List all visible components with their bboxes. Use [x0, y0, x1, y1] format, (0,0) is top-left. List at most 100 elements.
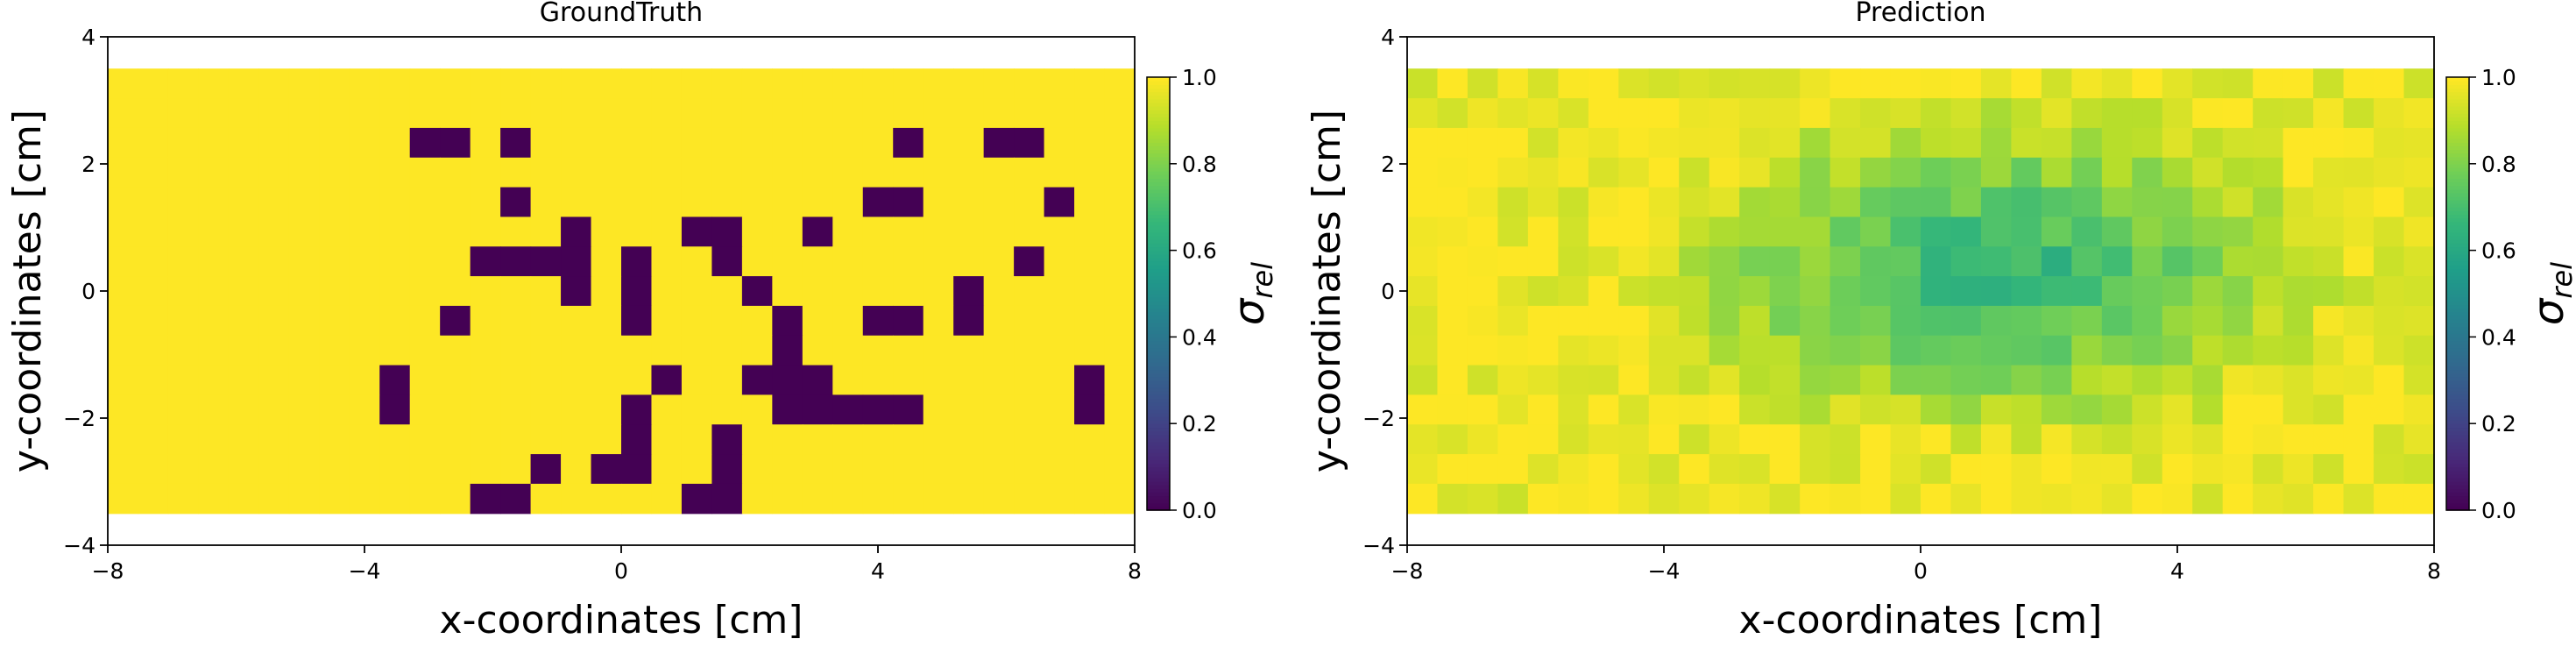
heatmap-cell: [1618, 424, 1650, 455]
heatmap-cell: [1679, 305, 1710, 337]
colorbar-segment: [2446, 207, 2469, 212]
heatmap-cell: [1014, 127, 1045, 159]
heatmap-cell: [198, 424, 230, 455]
colorbar-segment: [1147, 171, 1170, 175]
colorbar-segment: [2446, 224, 2469, 230]
colorbar-segment: [1147, 282, 1170, 288]
heatmap-cell: [1588, 454, 1619, 485]
heatmap-cell: [893, 98, 924, 129]
heatmap-cell: [651, 157, 683, 188]
heatmap-cell: [1618, 157, 1650, 188]
heatmap-cell: [530, 157, 562, 188]
heatmap-cell: [2374, 157, 2405, 188]
heatmap-cell: [2343, 68, 2374, 99]
colorbar-segment: [2446, 286, 2469, 291]
heatmap-cell: [349, 187, 380, 218]
heatmap-cell: [2162, 394, 2193, 425]
heatmap-cell: [1044, 276, 1075, 307]
heatmap-cell: [983, 157, 1015, 188]
heatmap-cell: [2403, 424, 2435, 455]
heatmap-cell: [1558, 424, 1589, 455]
colorbar-segment: [2446, 318, 2469, 323]
heatmap-cell: [1558, 483, 1589, 515]
heatmap-cell: [2101, 276, 2133, 307]
heatmap-cell: [1921, 424, 1952, 455]
heatmap-cell: [2374, 305, 2405, 337]
heatmap-cell: [2011, 454, 2042, 485]
heatmap-cell: [681, 394, 713, 425]
heatmap-cell: [711, 187, 743, 218]
heatmap-cell: [258, 68, 290, 99]
colorbar-segment: [2446, 387, 2469, 392]
heatmap-cell: [138, 424, 169, 455]
heatmap-cell: [1800, 454, 1831, 485]
heatmap-cell: [862, 276, 894, 307]
heatmap-cell: [2192, 335, 2224, 366]
heatmap-cell: [2101, 157, 2133, 188]
heatmap-cell: [288, 424, 320, 455]
heatmap-cell: [2162, 157, 2193, 188]
heatmap-cell: [1467, 246, 1499, 277]
heatmap-cell: [1104, 98, 1136, 129]
heatmap-cell: [1860, 98, 1892, 129]
heatmap-cell: [1829, 305, 1861, 337]
heatmap-cell: [953, 394, 985, 425]
heatmap-cell: [1800, 394, 1831, 425]
heatmap-cell: [1407, 68, 1439, 99]
heatmap-cell: [2101, 217, 2133, 247]
heatmap-cell: [1044, 246, 1075, 277]
heatmap-cell: [379, 98, 411, 129]
heatmap-cell: [2403, 365, 2435, 396]
heatmap-cell: [167, 68, 200, 99]
heatmap-cell: [198, 276, 230, 307]
heatmap-cell: [1588, 483, 1619, 515]
heatmap-cell: [561, 276, 592, 307]
heatmap-cell: [1074, 394, 1106, 425]
heatmap-cell: [138, 483, 169, 515]
heatmap-cell: [1467, 305, 1499, 337]
colorbar-segment: [1147, 506, 1170, 511]
heatmap-cell: [1588, 365, 1619, 396]
heatmap-cell: [741, 68, 773, 99]
heatmap-cell: [1044, 157, 1075, 188]
colorbar-segment: [1147, 221, 1170, 226]
heatmap-cell: [2282, 305, 2314, 337]
heatmap-cell: [591, 157, 622, 188]
heatmap-cell: [1648, 246, 1680, 277]
heatmap-cell: [893, 424, 924, 455]
heatmap-cell: [2222, 424, 2254, 455]
heatmap-cell: [1467, 127, 1499, 159]
colorbar-segment: [2446, 105, 2469, 110]
colorbar-segment: [1147, 294, 1170, 298]
heatmap-cell: [167, 424, 200, 455]
y-tick-label: 2: [81, 152, 96, 177]
heatmap-cell: [711, 454, 743, 485]
heatmap-cell: [228, 157, 259, 188]
heatmap-cell: [2403, 305, 2435, 337]
heatmap-cell: [651, 98, 683, 129]
heatmap-cell: [1437, 68, 1468, 99]
heatmap-cell: [862, 454, 894, 485]
heatmap-cell: [1527, 98, 1559, 129]
heatmap-cell: [651, 394, 683, 425]
colorbar-segment: [1147, 434, 1170, 439]
colorbar-segment: [2446, 473, 2469, 479]
heatmap-cell: [1044, 305, 1075, 337]
heatmap-cell: [711, 127, 743, 159]
heatmap-cell: [470, 394, 501, 425]
colorbar-label-subscript: rel: [2545, 262, 2576, 299]
heatmap-cell: [1709, 217, 1740, 247]
heatmap-cell: [681, 483, 713, 515]
heatmap-cell: [711, 394, 743, 425]
colorbar-segment: [1147, 449, 1170, 453]
heatmap-cell: [1014, 454, 1045, 485]
heatmap-cell: [1558, 335, 1589, 366]
heatmap-cell: [862, 187, 894, 218]
heatmap-cell: [288, 483, 320, 515]
heatmap-cell: [923, 424, 954, 455]
heatmap-cell: [1407, 246, 1439, 277]
heatmap-cell: [2011, 98, 2042, 129]
heatmap-cell: [440, 127, 471, 159]
colorbar-segment: [1147, 195, 1170, 201]
heatmap-cell: [198, 187, 230, 218]
